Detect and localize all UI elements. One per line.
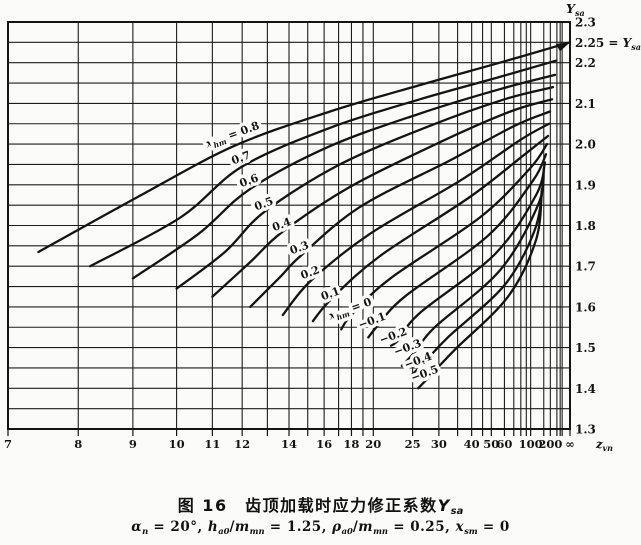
x-tick-label: 18 [343,437,359,451]
x-tick-label: 9 [129,437,137,451]
x-tick-label: 12 [234,437,250,451]
curve-xhm-0 [340,142,549,331]
ysa-chart: xhm = 0.8 0.7 0.6 0.5 0.4 0.3 0.2 0.1 xhm = 0 −0.… [4,1,641,453]
curve-xhm-0.8 [37,41,572,254]
curve-xhm-0.2 [281,122,551,317]
x-tick-label: 8 [74,437,82,451]
y-tick-label: 1.5 [575,341,596,355]
curve-xhm-0.3 [249,110,552,309]
x-tick-label: 25 [405,437,421,451]
y-axis-title: Ysa [566,1,585,18]
curve-label-0.5: 0.5 [253,195,275,214]
x-tick-label: 7 [4,437,12,451]
curve-xhm--0.5 [416,187,544,390]
curve-xhm-0.6 [131,73,557,280]
curve-xhm--0.3 [400,167,546,368]
y-tick-label: 2.3 [575,16,596,30]
asymptote-arrowhead [556,42,570,52]
y-tick-label: 1.7 [575,260,596,274]
x-tick-label: 20 [365,437,381,451]
y-tick-label: 2.0 [575,138,596,152]
curve-xhm-0.1 [311,134,550,323]
figure-caption-title: 图 16 齿顶加载时应力修正系数Ysa [177,496,464,518]
x-tick-label: 30 [431,437,447,451]
x-tick-label: 60 [496,437,512,451]
plot-border [7,21,571,430]
x-tick-label: 100 [519,437,543,451]
curve-xhm-0.5 [175,85,555,290]
y-tick-label: 2.2 [575,56,596,70]
curve-xhm--0.4 [409,181,545,378]
curve-xhm-0.4 [211,98,554,298]
x-tick-label: 11 [204,437,220,451]
y-tick-label: 2.1 [575,97,596,111]
curve-xhm--0.2 [390,161,547,347]
x-tick-label: 40 [464,437,480,451]
y-tick-label: 1.9 [575,178,596,192]
curve-label-0.4: 0.4 [270,215,293,234]
x-tick-label: ∞ [565,437,575,451]
curve-xhm-0.7 [89,59,558,268]
x-tick-label: 50 [483,437,499,451]
figure-caption-params: αn = 20°, ha0/mmn = 1.25, ρa0/mmn = 0.25… [131,519,510,536]
y-tick-label: 1.4 [575,382,596,396]
ysa-infinity-label: 2.25 = Ysa ∞ [575,36,641,52]
curve-label-0.6: 0.6 [238,171,261,190]
curve-label--0.1: −0.1 [357,310,388,332]
x-tick-label: 200 [538,437,562,451]
y-tick-label: 1.3 [575,423,596,437]
x-tick-label: 10 [169,437,185,451]
y-tick-label: 1.6 [575,300,596,314]
x-tick-label: 14 [281,437,297,451]
x-tick-label: 16 [316,437,332,451]
x-axis-title: zvn [595,437,613,453]
curve-xhm--0.1 [367,153,548,339]
y-tick-label: 1.8 [575,219,596,233]
